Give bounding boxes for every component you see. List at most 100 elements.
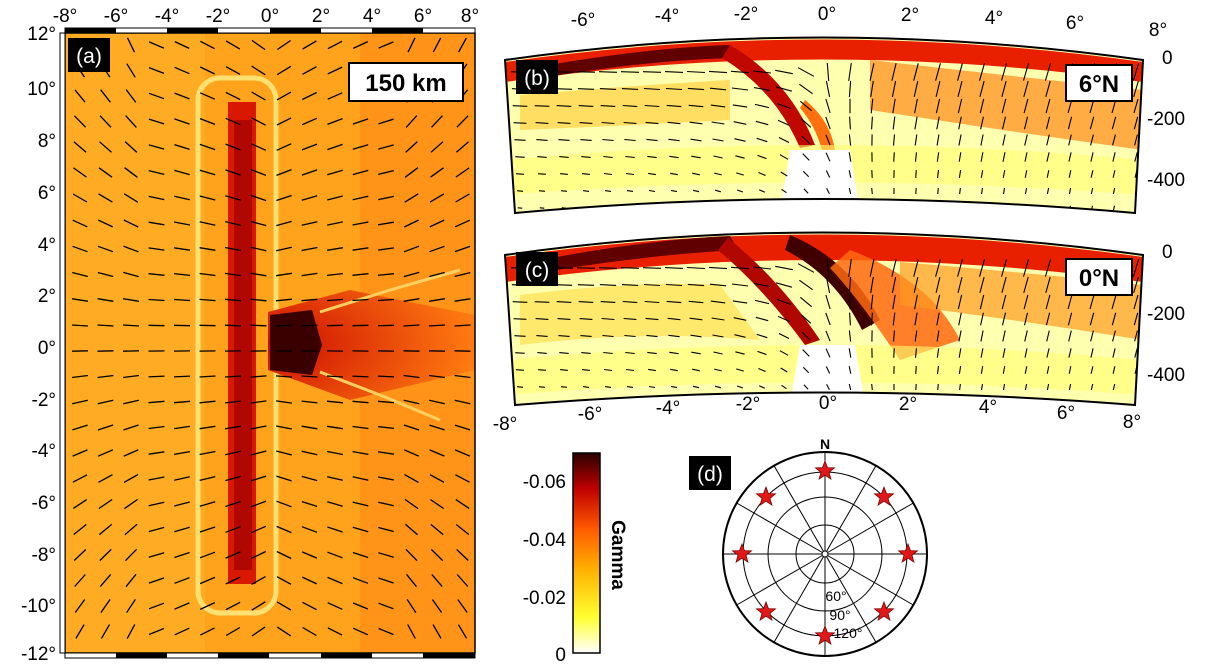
flow-dash xyxy=(199,143,216,151)
flow-dash xyxy=(538,190,546,192)
flow-dash xyxy=(404,219,419,228)
flow-dash xyxy=(301,298,318,302)
flow-dash xyxy=(148,144,165,150)
flow-dash xyxy=(578,301,594,303)
flow-dash xyxy=(668,334,680,338)
flow-dash xyxy=(848,330,852,342)
panel-a-label: (a) xyxy=(76,45,102,68)
flow-dash xyxy=(1001,116,1007,130)
flow-dash xyxy=(687,87,705,91)
flow-dash xyxy=(327,501,343,507)
flow-dash xyxy=(429,424,445,431)
flow-dash xyxy=(732,300,748,304)
flow-dash xyxy=(148,577,165,584)
flow-dash xyxy=(199,450,216,456)
flow-dash xyxy=(250,324,267,327)
flow-dash xyxy=(1134,152,1138,162)
flow-dash xyxy=(582,173,590,175)
flow-dash xyxy=(603,351,613,355)
flow-dash xyxy=(870,276,874,294)
flow-dash xyxy=(558,139,570,141)
flow-dash xyxy=(429,193,445,203)
flow-dash xyxy=(1045,294,1051,310)
flow-dash xyxy=(75,624,85,639)
flow-dash xyxy=(734,334,746,338)
flow-dash xyxy=(710,300,726,304)
flow-dash xyxy=(72,245,88,253)
flow-dash xyxy=(174,551,190,559)
flow-dash xyxy=(957,63,963,81)
flow-dash xyxy=(378,501,394,507)
flow-dash xyxy=(225,66,241,75)
flow-dash xyxy=(1090,187,1094,195)
flow-dash xyxy=(980,152,984,162)
flow-dash xyxy=(173,450,191,456)
flow-dash xyxy=(352,221,369,226)
flow-dash xyxy=(1068,187,1072,195)
flow-dash xyxy=(1068,366,1072,374)
flow-dash xyxy=(825,170,831,178)
flow-dash xyxy=(713,351,723,355)
flow-dash xyxy=(848,134,852,146)
flow-dash xyxy=(173,272,191,277)
flow-dash xyxy=(734,138,746,142)
flow-dash xyxy=(753,87,771,91)
flow-dash xyxy=(958,312,962,326)
flow-dash xyxy=(871,312,873,326)
flow-dash xyxy=(516,386,524,388)
flow-dash xyxy=(122,298,140,302)
flow-dash xyxy=(714,368,722,372)
flow-dash xyxy=(779,154,789,160)
flow-dash xyxy=(670,368,678,372)
flow-dash xyxy=(302,576,317,585)
polar-spoke xyxy=(773,556,824,643)
flow-dash xyxy=(250,425,267,430)
flow-dash xyxy=(778,333,790,339)
flow-dash xyxy=(428,324,446,327)
panel-b-label-box xyxy=(516,60,558,94)
flow-dash xyxy=(602,138,614,142)
flow-dash xyxy=(251,626,266,637)
flow-dash xyxy=(538,369,546,371)
flow-dash xyxy=(708,266,728,270)
flow-dash xyxy=(538,386,546,388)
flow-dash xyxy=(1090,366,1094,374)
flow-dash xyxy=(665,87,683,91)
flow-dash xyxy=(1112,348,1116,358)
flow-dash xyxy=(73,141,87,153)
flow-dash xyxy=(626,190,634,192)
flow-dash xyxy=(621,284,639,286)
flow-dash xyxy=(148,501,165,507)
flow-dash xyxy=(454,374,471,379)
flow-dash xyxy=(250,220,267,227)
flow-dash xyxy=(935,294,941,310)
flow-dash xyxy=(276,65,292,76)
flow-dash xyxy=(301,117,318,126)
flow-dash xyxy=(1090,383,1094,391)
flow-dash xyxy=(979,276,985,294)
flow-dash xyxy=(645,317,659,321)
flow-dash xyxy=(431,599,443,613)
flow-dash xyxy=(713,155,723,159)
flow-dash xyxy=(352,375,369,378)
flow-dash xyxy=(123,399,139,405)
flow-dash xyxy=(174,476,190,481)
flow-dash xyxy=(849,312,851,326)
y-tick-label: -12° xyxy=(21,644,56,665)
flow-dash xyxy=(126,63,136,78)
flow-dash xyxy=(352,118,369,125)
flow-dash xyxy=(378,41,394,49)
flow-dash xyxy=(686,266,706,270)
flow-dash xyxy=(709,283,727,287)
flow-dash xyxy=(669,351,679,355)
x-tick-label: 0° xyxy=(819,393,837,414)
flow-dash xyxy=(251,601,266,611)
panel-a-depth-box xyxy=(348,62,464,102)
flow-dash xyxy=(327,143,343,151)
flow-dash xyxy=(250,168,267,177)
flow-dash xyxy=(800,118,812,128)
flow-dash xyxy=(913,259,919,277)
flow-dash xyxy=(1024,152,1028,162)
flow-dash xyxy=(276,246,292,252)
